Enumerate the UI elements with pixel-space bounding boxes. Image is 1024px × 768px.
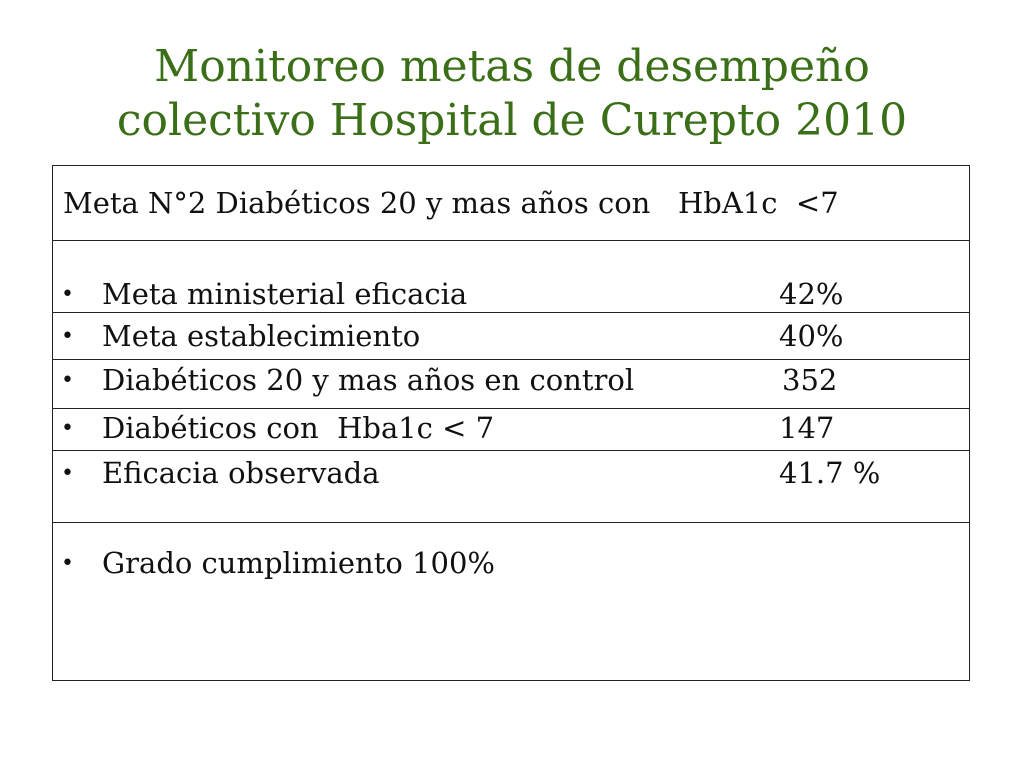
row-label: Meta establecimiento [102,319,421,353]
row-label: Eficacia observada [102,456,380,490]
row-label: Meta ministerial eficacia [102,277,468,311]
row-value: 147 [779,411,835,445]
row-value: 352 [782,363,838,397]
table-row: • Grado cumplimiento 100% [53,522,969,680]
slide-title-line-1: Monitoreo metas de desempeño [154,41,870,92]
row-label: Diabéticos con Hba1c < 7 [102,411,495,445]
row-value: 42% [779,277,844,311]
bullet-icon: • [61,551,74,576]
bullet-icon: • [61,282,74,307]
table-row: • Eficacia observada 41.7 % [53,450,969,522]
bullet-icon: • [61,368,74,393]
table-header-text: Meta N°2 Diabéticos 20 y mas años con Hb… [63,186,839,220]
table-row: • Diabéticos con Hba1c < 7 147 [53,408,969,450]
bullet-icon: • [61,416,74,441]
bullet-icon: • [61,324,74,349]
row-value: 40% [779,319,844,353]
row-label: Diabéticos 20 y mas años en control [102,363,635,397]
row-label: Grado cumplimiento 100% [102,546,495,580]
table-row: • Meta establecimiento 40% [53,312,969,359]
row-value: 41.7 % [779,456,881,490]
slide-title-line-2: colectivo Hospital de Curepto 2010 [116,95,908,146]
table-header-row: Meta N°2 Diabéticos 20 y mas años con Hb… [53,166,969,240]
bullet-icon: • [61,461,74,486]
table-row: • Diabéticos 20 y mas años en control 35… [53,359,969,408]
table-row: • Meta ministerial eficacia 42% [53,240,969,312]
metrics-table: Meta N°2 Diabéticos 20 y mas años con Hb… [52,165,970,681]
slide-title: Monitoreo metas de desempeño colectivo H… [0,40,1024,148]
